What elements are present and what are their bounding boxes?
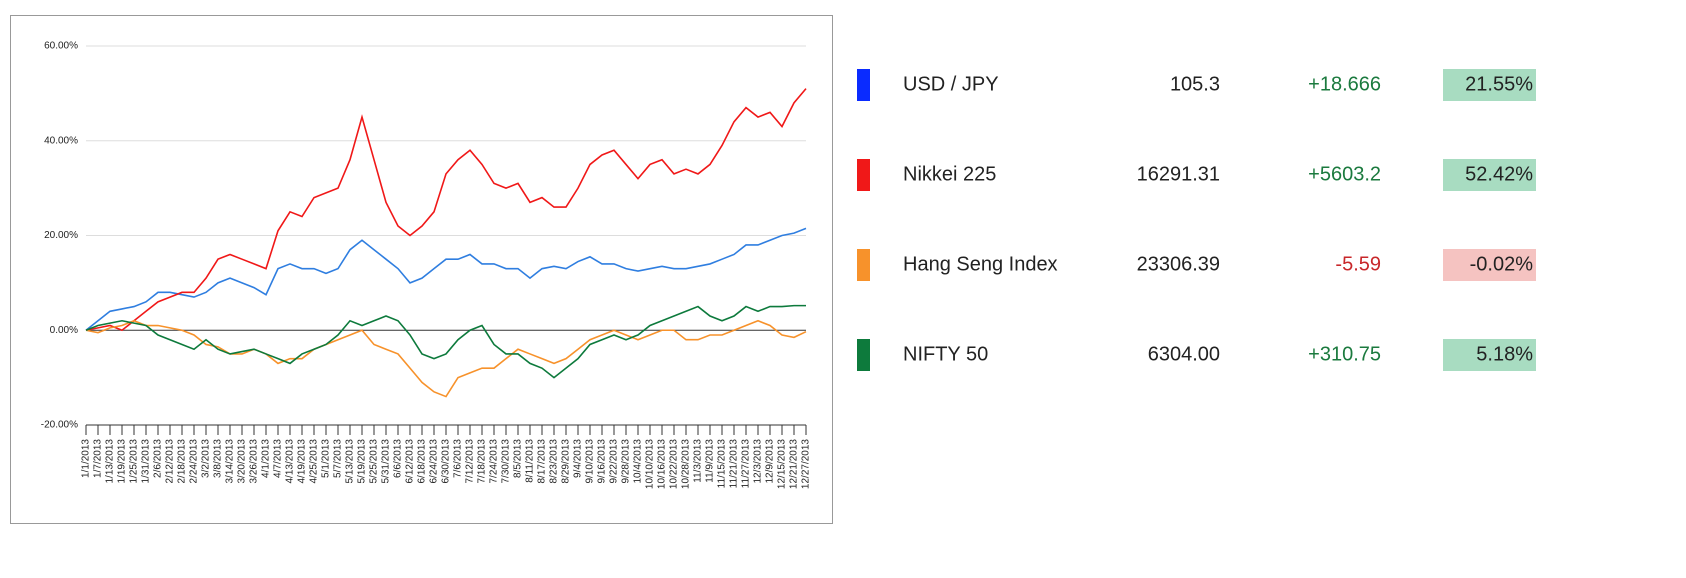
percent-badge <box>1443 249 1536 281</box>
x-tick-label: 4/25/2013 <box>309 439 320 484</box>
x-tick-label: 3/26/2013 <box>249 439 260 484</box>
x-tick-label: 9/10/2013 <box>585 439 596 484</box>
row-price: 16291.31 <box>1137 163 1220 185</box>
x-tick-label: 1/31/2013 <box>141 439 152 484</box>
x-tick-label: 8/11/2013 <box>525 439 536 483</box>
x-tick-label: 10/16/2013 <box>657 439 668 489</box>
x-tick-label: 6/18/2013 <box>417 439 428 484</box>
row-percent: 5.18% <box>1476 343 1533 365</box>
x-tick-label: 3/20/2013 <box>237 439 248 484</box>
y-tick-label: 60.00% <box>44 41 78 52</box>
x-tick-label: 4/1/2013 <box>261 439 272 478</box>
x-tick-label: 7/30/2013 <box>501 439 512 484</box>
x-tick-label: 2/12/2013 <box>165 439 176 484</box>
x-tick-label: 9/22/2013 <box>609 439 620 484</box>
x-tick-label: 5/19/2013 <box>357 439 368 484</box>
row-name: Nikkei 225 <box>903 163 996 185</box>
x-tick-label: 1/19/2013 <box>117 439 128 484</box>
x-tick-label: 9/16/2013 <box>597 439 608 484</box>
x-tick-label: 2/18/2013 <box>177 439 188 484</box>
x-tick-label: 11/9/2013 <box>705 439 716 483</box>
x-tick-label: 9/4/2013 <box>573 439 584 478</box>
percent-badge <box>1443 339 1536 371</box>
x-tick-label: 12/27/2013 <box>801 439 812 489</box>
y-tick-label: 40.00% <box>44 135 78 146</box>
legend-swatch <box>857 159 870 191</box>
row-price: 6304.00 <box>1148 343 1220 365</box>
legend-swatch <box>857 339 870 371</box>
x-tick-label: 7/6/2013 <box>453 439 464 478</box>
x-tick-label: 9/28/2013 <box>621 439 632 484</box>
x-tick-label: 4/19/2013 <box>297 439 308 484</box>
chart-frame <box>10 15 833 524</box>
x-tick-label: 12/3/2013 <box>753 439 764 484</box>
x-tick-label: 5/7/2013 <box>333 439 344 478</box>
row-change: +5603.2 <box>1308 163 1381 185</box>
x-tick-label: 8/17/2013 <box>537 439 548 484</box>
row-name: Hang Seng Index <box>903 253 1058 275</box>
x-tick-label: 12/21/2013 <box>789 439 800 489</box>
x-tick-label: 10/22/2013 <box>669 439 680 489</box>
x-tick-label: 11/27/2013 <box>741 439 752 489</box>
row-change: +18.666 <box>1308 73 1381 95</box>
row-price: 105.3 <box>1170 73 1220 95</box>
x-tick-label: 2/24/2013 <box>189 439 200 484</box>
x-tick-label: 5/31/2013 <box>381 439 392 484</box>
x-tick-label: 10/28/2013 <box>681 439 692 489</box>
row-percent: 21.55% <box>1465 73 1533 95</box>
x-tick-label: 10/4/2013 <box>633 439 644 484</box>
x-tick-label: 12/15/2013 <box>777 439 788 489</box>
x-tick-label: 1/1/2013 <box>81 439 92 478</box>
series-line <box>85 88 807 332</box>
x-tick-label: 6/24/2013 <box>429 439 440 484</box>
x-tick-label: 7/24/2013 <box>489 439 500 484</box>
x-tick-label: 11/3/2013 <box>693 439 704 483</box>
legend-swatch <box>857 249 870 281</box>
x-tick-label: 1/25/2013 <box>129 439 140 484</box>
row-name: NIFTY 50 <box>903 343 988 365</box>
y-tick-label: -20.00% <box>41 420 78 431</box>
percent-badge <box>1443 159 1536 191</box>
x-tick-label: 4/7/2013 <box>273 439 284 478</box>
x-tick-label: 5/1/2013 <box>321 439 332 478</box>
series-line <box>85 319 807 398</box>
x-tick-label: 7/18/2013 <box>477 439 488 484</box>
x-tick-label: 2/6/2013 <box>153 439 164 478</box>
row-percent: -0.02% <box>1470 253 1534 275</box>
row-percent: 52.42% <box>1465 163 1533 185</box>
x-tick-label: 7/12/2013 <box>465 439 476 484</box>
row-change: -5.59 <box>1335 253 1381 275</box>
row-name: USD / JPY <box>903 73 999 95</box>
x-tick-label: 8/5/2013 <box>513 439 524 478</box>
x-tick-label: 1/7/2013 <box>93 439 104 478</box>
y-tick-label: 0.00% <box>50 325 78 336</box>
percent-badge <box>1443 69 1536 101</box>
row-price: 23306.39 <box>1137 253 1220 275</box>
x-tick-label: 12/9/2013 <box>765 439 776 484</box>
legend-swatch <box>857 69 870 101</box>
series-line <box>85 227 807 331</box>
x-tick-label: 8/29/2013 <box>561 439 572 484</box>
x-tick-label: 11/15/2013 <box>717 439 728 489</box>
y-tick-label: 20.00% <box>44 230 78 241</box>
x-tick-label: 5/25/2013 <box>369 439 380 484</box>
series-line <box>85 304 806 379</box>
x-tick-label: 6/6/2013 <box>393 439 404 478</box>
x-tick-label: 6/12/2013 <box>405 439 416 484</box>
x-tick-label: 3/14/2013 <box>225 439 236 484</box>
x-tick-label: 5/13/2013 <box>345 439 356 484</box>
x-tick-label: 8/23/2013 <box>549 439 560 484</box>
row-change: +310.75 <box>1308 343 1381 365</box>
x-tick-label: 3/2/2013 <box>201 439 212 478</box>
x-tick-label: 11/21/2013 <box>729 439 740 489</box>
x-tick-label: 10/10/2013 <box>645 439 656 489</box>
x-tick-label: 1/13/2013 <box>105 439 116 484</box>
x-tick-label: 4/13/2013 <box>285 439 296 484</box>
x-tick-label: 3/8/2013 <box>213 439 224 478</box>
x-tick-label: 6/30/2013 <box>441 439 452 484</box>
